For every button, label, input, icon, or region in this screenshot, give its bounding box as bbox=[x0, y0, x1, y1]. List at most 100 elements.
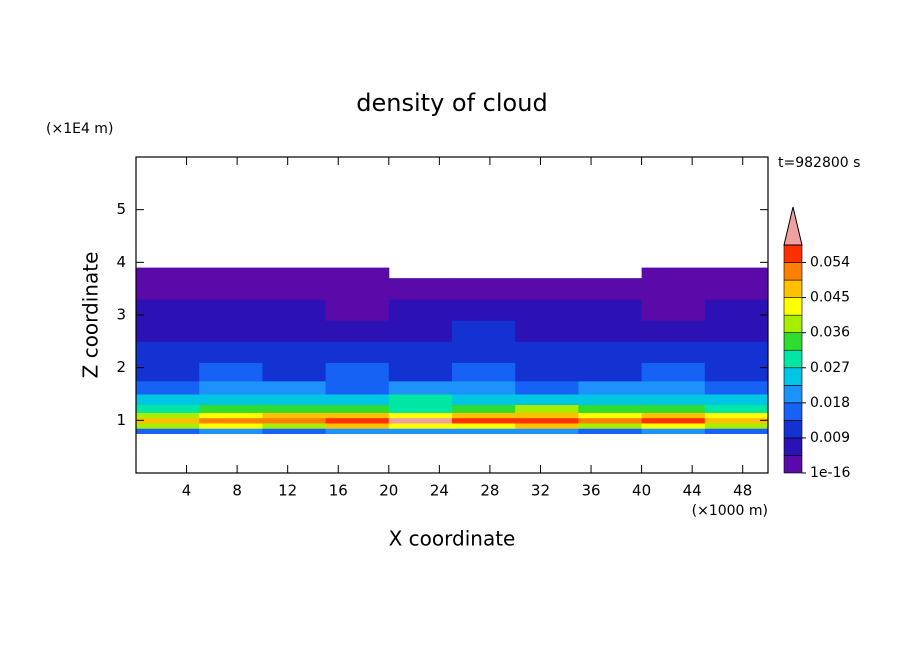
contour-cell bbox=[452, 428, 516, 434]
contour-cell bbox=[325, 362, 390, 382]
contour-cell bbox=[452, 404, 516, 413]
contour-cell bbox=[325, 394, 390, 406]
x-tick-label: 12 bbox=[278, 482, 297, 500]
colorbar-band bbox=[783, 279, 803, 298]
contour-cell bbox=[578, 320, 643, 342]
contour-cell bbox=[704, 417, 769, 424]
x-tick-label: 48 bbox=[733, 482, 752, 500]
colorbar-tick-label: 1e-16 bbox=[810, 465, 850, 481]
time-annotation: t=982800 s bbox=[778, 155, 860, 171]
colorbar-tick-label: 0.054 bbox=[810, 255, 850, 271]
contour-cell bbox=[262, 341, 327, 363]
contour-cell bbox=[136, 320, 200, 342]
contour-cell bbox=[136, 428, 200, 434]
contour-cell bbox=[325, 380, 390, 395]
contour-cell bbox=[452, 422, 516, 429]
contour-cell bbox=[136, 362, 200, 382]
contour-cell bbox=[325, 404, 390, 413]
colorbar-band bbox=[783, 420, 803, 439]
contour-cell bbox=[325, 428, 390, 434]
contour-cell bbox=[704, 404, 769, 413]
contour-cell bbox=[136, 341, 200, 363]
colorbar-tick-label: 0.027 bbox=[810, 360, 850, 376]
contour-cell bbox=[515, 278, 579, 300]
contour-cell bbox=[515, 362, 579, 382]
contour-cell bbox=[136, 299, 200, 321]
contour-cell bbox=[578, 404, 643, 413]
x-tick-label: 8 bbox=[232, 482, 242, 500]
contour-cell bbox=[704, 267, 769, 279]
contour-cell bbox=[388, 417, 453, 424]
contour-cell bbox=[325, 278, 390, 300]
x-unit: (×1000 m) bbox=[692, 503, 768, 519]
contour-cell bbox=[262, 299, 327, 321]
contour-cell bbox=[262, 412, 327, 419]
y-axis-label: Z coordinate bbox=[79, 252, 103, 379]
colorbar-extend bbox=[783, 206, 803, 246]
contour-cell bbox=[199, 422, 263, 429]
contour-cell bbox=[578, 428, 643, 434]
contour-cell bbox=[262, 267, 327, 279]
contour-cell bbox=[515, 380, 579, 395]
contour-cell bbox=[578, 394, 643, 406]
contour-cell bbox=[641, 428, 706, 434]
contour-cell bbox=[704, 380, 769, 395]
contour-cell bbox=[515, 412, 579, 419]
contour-cell bbox=[515, 404, 579, 413]
contour-cell bbox=[388, 299, 453, 321]
x-tick-label: 40 bbox=[632, 482, 651, 500]
contour-cell bbox=[452, 417, 516, 424]
contour-cell bbox=[325, 422, 390, 429]
x-tick-label: 36 bbox=[581, 482, 600, 500]
contour-cell bbox=[704, 362, 769, 382]
x-tick-label: 4 bbox=[182, 482, 192, 500]
contour-cell bbox=[262, 428, 327, 434]
contour-cell bbox=[388, 394, 453, 406]
contour-cell bbox=[136, 404, 200, 413]
contour-cell bbox=[388, 428, 453, 434]
contour-cell bbox=[452, 278, 516, 300]
y-tick-label: 1 bbox=[116, 411, 126, 429]
contour-cell bbox=[262, 320, 327, 342]
contour-cell bbox=[262, 404, 327, 413]
contour-cell bbox=[515, 299, 579, 321]
contour-cell bbox=[641, 320, 706, 342]
contour-cell bbox=[641, 341, 706, 363]
contour-cell bbox=[641, 422, 706, 429]
colorbar-band bbox=[783, 349, 803, 369]
colorbar-band bbox=[783, 437, 803, 456]
contour-cell bbox=[578, 278, 643, 300]
x-tick-label: 24 bbox=[430, 482, 449, 500]
contour-cell bbox=[578, 299, 643, 321]
contour-cell bbox=[388, 380, 453, 395]
colorbar-band bbox=[783, 297, 803, 316]
contour-cell bbox=[262, 380, 327, 395]
contour-cell bbox=[388, 362, 453, 382]
contour-cell bbox=[325, 320, 390, 342]
contour-cell bbox=[515, 428, 579, 434]
x-tick-label: 20 bbox=[379, 482, 398, 500]
contour-cell bbox=[388, 320, 453, 342]
colorbar-band bbox=[783, 262, 803, 281]
x-tick-label: 16 bbox=[329, 482, 348, 500]
contour-cell bbox=[578, 422, 643, 429]
contour-cell bbox=[704, 341, 769, 363]
contour-cell bbox=[388, 404, 453, 413]
colorbar-tick-label: 0.018 bbox=[810, 395, 850, 411]
contour-cell bbox=[262, 422, 327, 429]
contour-cell bbox=[325, 299, 390, 321]
colorbar-band bbox=[783, 244, 803, 263]
contour-cell bbox=[704, 394, 769, 406]
contour-cell bbox=[578, 412, 643, 419]
contour-cell bbox=[578, 380, 643, 395]
contour-cell bbox=[641, 299, 706, 321]
y-tick-label: 5 bbox=[116, 200, 126, 218]
y-tick-label: 3 bbox=[116, 306, 126, 324]
contour-cell bbox=[199, 380, 263, 395]
contour-cell bbox=[641, 362, 706, 382]
x-tick-label: 28 bbox=[480, 482, 499, 500]
contour-cell bbox=[325, 412, 390, 419]
contour-cell bbox=[136, 380, 200, 395]
contour-cell bbox=[262, 417, 327, 424]
